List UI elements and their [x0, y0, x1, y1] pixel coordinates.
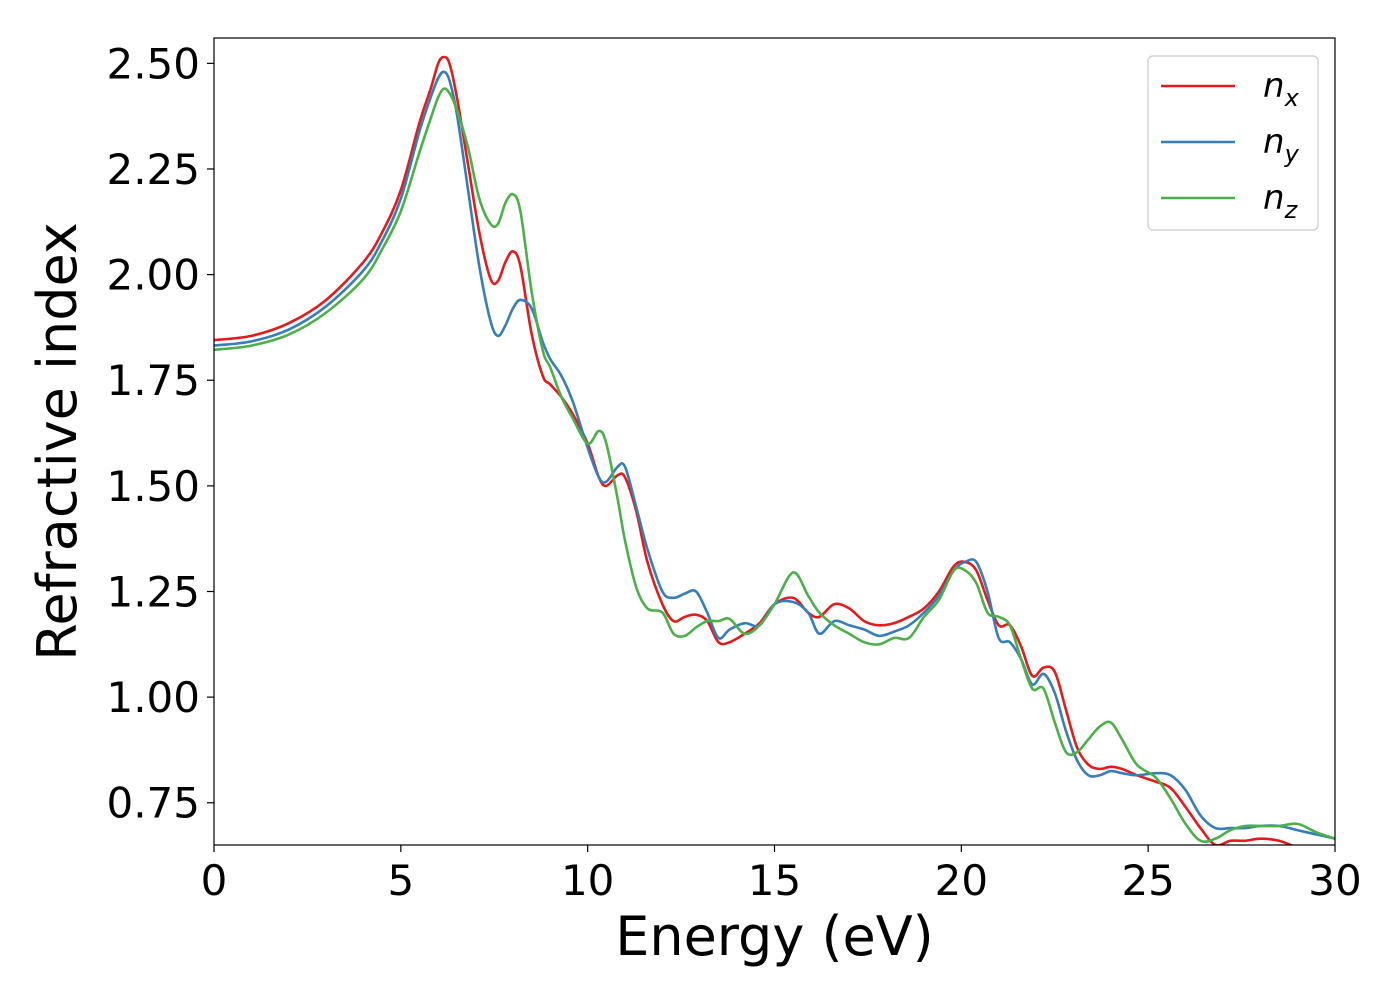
plot-area	[214, 55, 1335, 845]
y-tick-label: 1.00	[106, 673, 200, 722]
series-line-nz	[214, 87, 1335, 844]
legend-label-base: n	[1263, 66, 1285, 106]
x-tick-label: 25	[1121, 856, 1174, 905]
y-tick-label: 1.25	[106, 567, 200, 616]
y-tick-label: 1.75	[106, 356, 200, 405]
x-tick-label: 0	[201, 856, 228, 905]
legend-label-nz: nz	[1263, 178, 1299, 224]
legend-label-base: n	[1263, 178, 1285, 218]
x-axis-label: Energy (eV)	[615, 905, 934, 968]
x-tick-label: 30	[1308, 856, 1361, 905]
x-tick-label: 5	[387, 856, 414, 905]
axes-frame	[213, 37, 1336, 846]
axis-ticks: 0 5 10 15 20 25 30 0.75 1.00 1.25 1.50 1.75 2.00 2.25…	[106, 39, 1361, 905]
legend-label-subscript: y	[1284, 140, 1300, 168]
legend-label-nx: nx	[1263, 66, 1300, 112]
legend-label-subscript: z	[1284, 196, 1299, 224]
y-tick-label: 2.50	[106, 39, 200, 88]
x-tick-label: 20	[935, 856, 988, 905]
y-axis-label: Refractive index	[26, 222, 89, 661]
y-tick-label: 1.50	[106, 462, 200, 511]
x-tick-label: 10	[561, 856, 614, 905]
legend-label-subscript: x	[1284, 84, 1300, 112]
y-tick-label: 2.00	[106, 251, 200, 300]
legend-label-ny: ny	[1263, 122, 1300, 168]
x-tick-label: 15	[748, 856, 801, 905]
legend-label-base: n	[1263, 122, 1285, 162]
y-tick-label: 2.25	[106, 145, 200, 194]
y-tick-label: 0.75	[106, 779, 200, 828]
